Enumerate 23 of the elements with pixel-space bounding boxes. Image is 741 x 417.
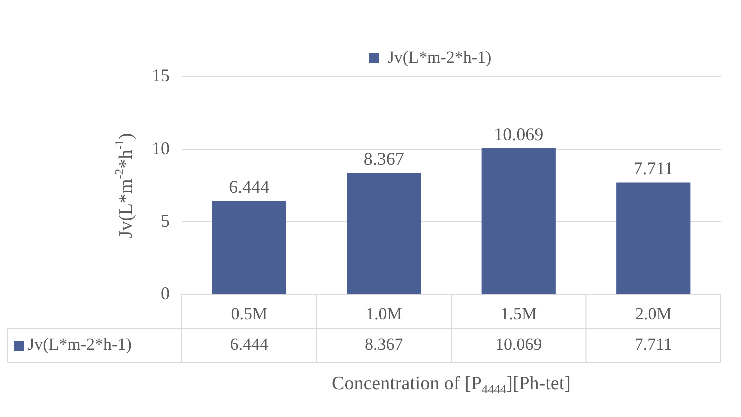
x-tick-label: 1.0M [366,304,402,324]
x-tick-label: 1.5M [500,304,538,324]
y-tick-label: 0 [161,283,170,304]
data-label: 7.711 [634,158,674,178]
x-tick-label: 0.5M [231,304,268,324]
text: 10.069 [496,335,542,354]
text: 6.444 [230,335,269,354]
bar [616,182,691,294]
bar [347,173,422,294]
y-tick-label: 5 [161,210,170,231]
text: Jv(L*m-2*h-1) [28,335,132,354]
bar [212,201,286,294]
legend-label: Jv(L*m-2*h-1) [388,48,492,67]
y-axis-title: Jv(L*m-2*h-1) [112,133,137,238]
data-label: 8.367 [364,148,404,169]
data-label: 10.069 [494,124,544,144]
bar [482,148,556,294]
y-tick-label: 15 [152,66,170,86]
x-tick-label: 2.0M [635,304,672,324]
data-label: 6.444 [229,176,270,197]
text: 7.711 [634,335,672,354]
y-tick-label: 10 [152,138,170,158]
text: 8.367 [365,335,404,354]
